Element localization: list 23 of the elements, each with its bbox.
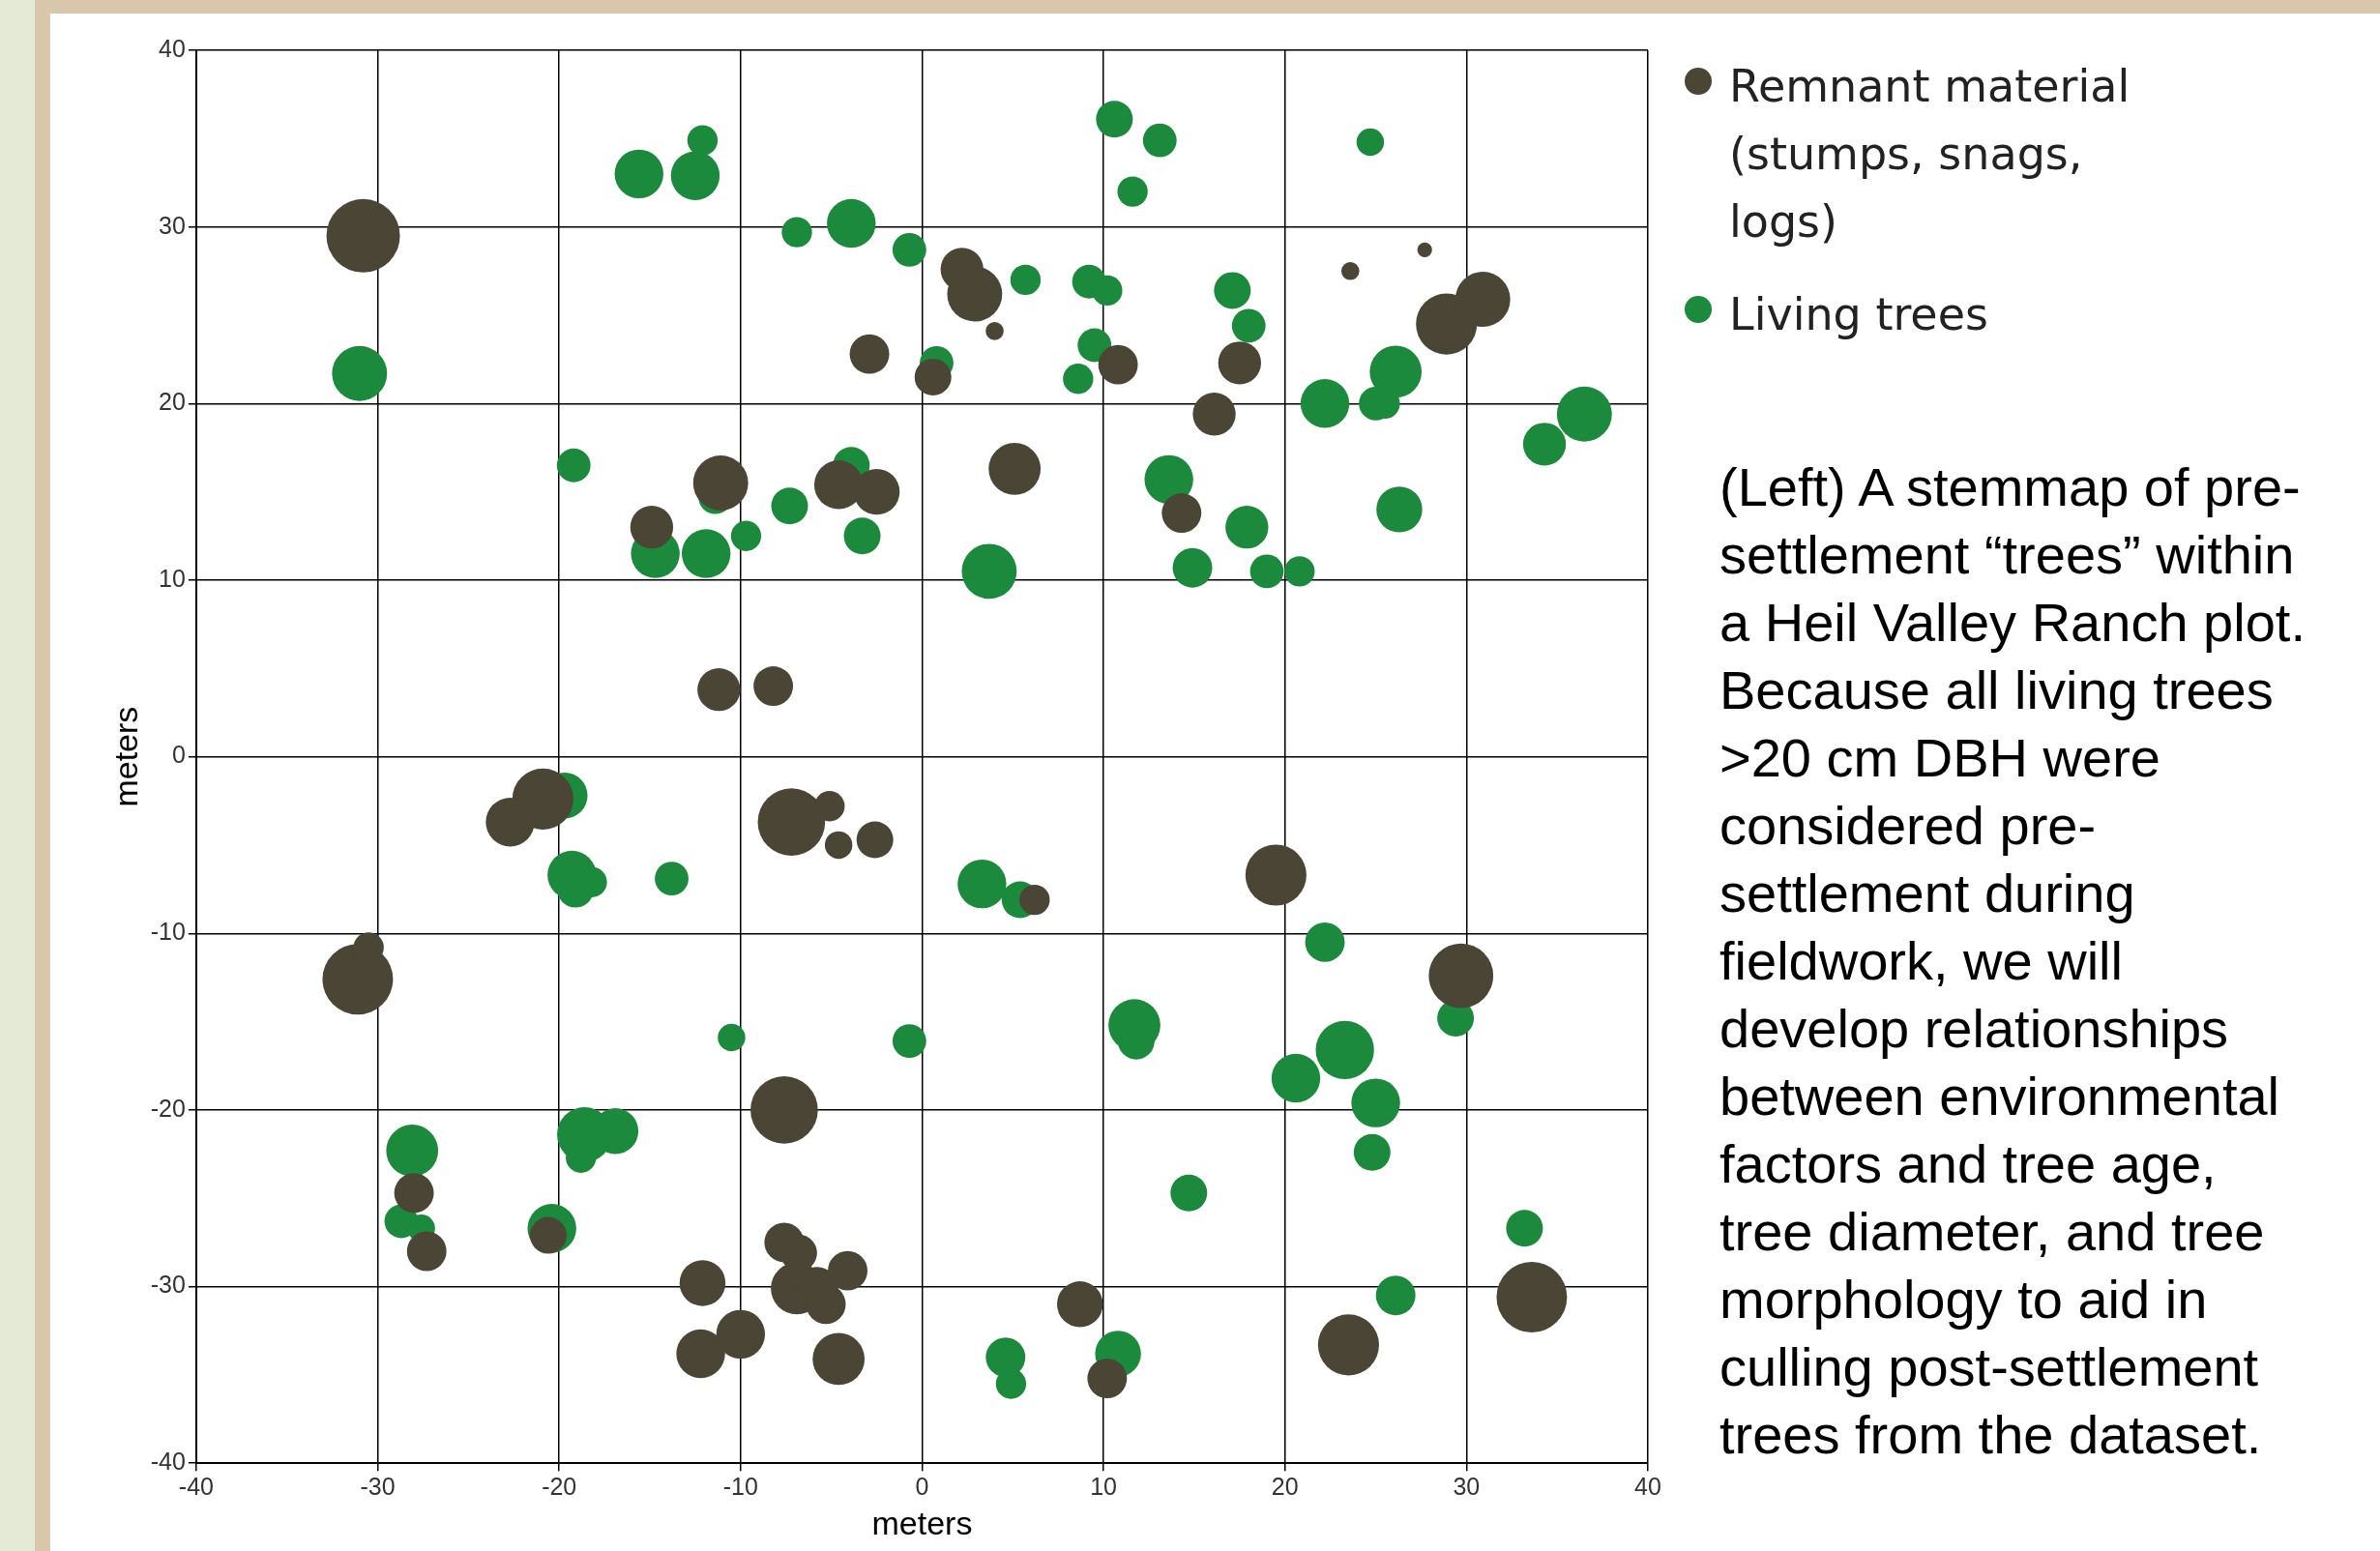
y-tick-label: -40: [150, 1448, 186, 1476]
x-tick-label: -10: [722, 1473, 758, 1501]
legend-label: Living trees: [1729, 287, 1989, 342]
y-tick-label: 30: [159, 211, 186, 239]
x-tick-label: 30: [1453, 1473, 1481, 1501]
y-tick-label: 0: [172, 741, 186, 769]
x-tick-label: 40: [1634, 1473, 1661, 1501]
x-tick-label: -20: [542, 1473, 577, 1501]
y-tick-label: -20: [150, 1094, 186, 1122]
y-tick-label: 40: [159, 34, 186, 62]
x-tick-label: -40: [178, 1473, 214, 1501]
text: (Left) A stemmap of pre-settlement “trees” within a Heil Valley Ranch plot. Because all living trees >20 cm DBH were considered pre-settlement during fieldwork, we will develop relationships between environmental factors and tree age, tree diameter, and tree morphology to aid in culling post-settlement trees from the dataset.: [1719, 456, 2306, 1465]
legend-label: Remnant material (stumps, snags, logs): [1729, 59, 2131, 249]
y-tick-label: -30: [150, 1271, 186, 1299]
y-tick-label: -10: [150, 918, 186, 946]
y-tick-label: 10: [159, 564, 186, 592]
x-tick-label: -30: [360, 1473, 396, 1501]
x-tick-label: 20: [1271, 1473, 1299, 1501]
x-axis-title: meters: [871, 1504, 973, 1541]
y-axis-title: meters: [106, 706, 144, 807]
y-tick-label: 20: [159, 388, 186, 416]
x-tick-label: 0: [915, 1473, 929, 1501]
x-tick-label: 10: [1090, 1473, 1118, 1501]
